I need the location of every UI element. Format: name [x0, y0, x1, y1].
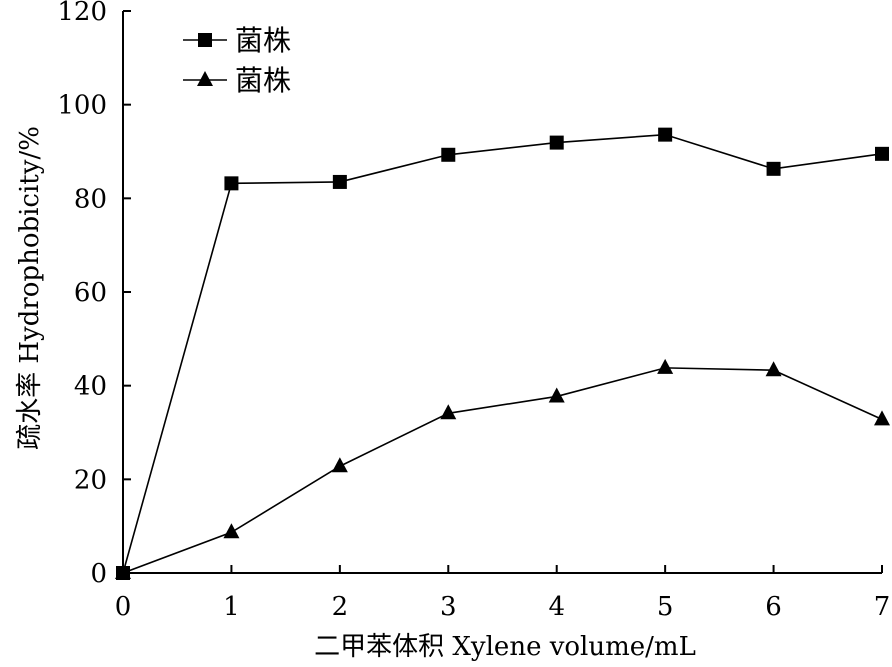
legend-triangle-marker — [197, 71, 213, 86]
square-point — [441, 147, 456, 162]
series-line — [122, 367, 883, 574]
y-tick-label: 20 — [74, 465, 107, 495]
triangle-point — [657, 358, 674, 374]
y-tick-label: 120 — [57, 0, 107, 27]
legend-item: 菌株 — [183, 64, 291, 97]
ticks: 0 20 40 60 80 100 120 0 1 2 3 4 5 6 7 — [57, 0, 890, 622]
square-point — [549, 135, 564, 150]
square-point — [766, 161, 781, 176]
square-point — [875, 146, 889, 161]
x-axis-label: 二甲苯体积 Xylene volume/mL — [314, 632, 696, 662]
triangle-point — [765, 361, 782, 377]
triangle-point — [115, 564, 131, 579]
legend-item: 菌株 — [183, 24, 291, 57]
x-tick-label: 0 — [115, 592, 132, 622]
legend-label: 菌株 — [235, 64, 291, 97]
triangle-point — [331, 457, 348, 473]
series-line — [122, 133, 883, 574]
x-tick-label: 6 — [765, 592, 782, 622]
legend-label: 菌株 — [235, 24, 291, 57]
y-tick-label: 0 — [90, 559, 107, 589]
square-point — [224, 176, 239, 191]
y-tick-label: 60 — [74, 278, 107, 308]
square-point — [332, 174, 347, 189]
triangle-point — [548, 387, 565, 403]
triangle-point — [874, 410, 890, 426]
legend-square-marker — [198, 33, 212, 47]
square-point — [658, 127, 673, 142]
y-axis-label: 疏水率 Hydrophobicity/% — [15, 126, 45, 450]
x-tick-label: 7 — [874, 592, 891, 622]
series-1 — [116, 127, 889, 580]
x-tick-label: 3 — [440, 592, 457, 622]
y-tick-label: 80 — [74, 184, 107, 214]
x-tick-label: 4 — [548, 592, 565, 622]
y-tick-label: 40 — [74, 372, 107, 402]
x-tick-label: 1 — [223, 592, 240, 622]
series-layer — [115, 127, 890, 580]
triangle-point — [223, 523, 240, 539]
x-tick-label: 2 — [332, 592, 349, 622]
triangle-point — [440, 404, 457, 420]
x-tick-label: 5 — [657, 592, 674, 622]
series-2 — [115, 358, 890, 579]
y-tick-label: 100 — [57, 91, 107, 121]
